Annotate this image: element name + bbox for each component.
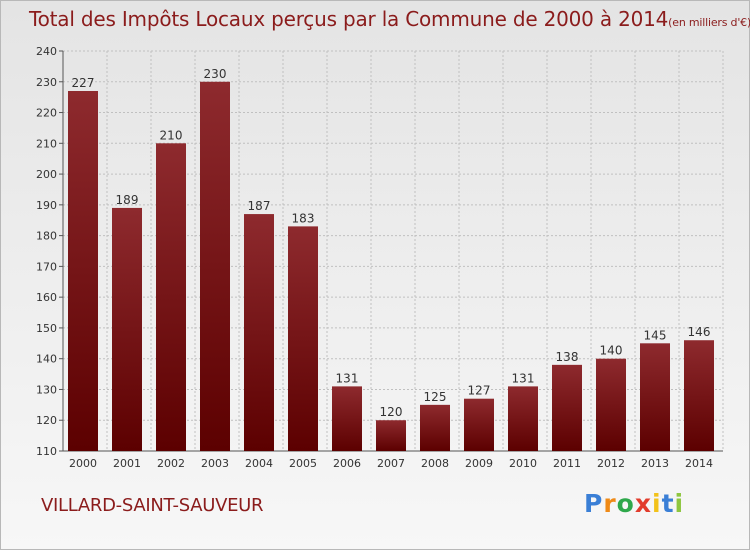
x-tick-label: 2005	[289, 457, 317, 470]
x-tick-label: 2001	[113, 457, 141, 470]
bar-value-label: 183	[292, 211, 315, 225]
bar-value-label: 189	[116, 193, 139, 207]
y-tick-label: 230	[36, 76, 57, 89]
x-tick-label: 2004	[245, 457, 273, 470]
x-tick-label: 2002	[157, 457, 185, 470]
bar-value-label: 131	[512, 371, 535, 385]
x-tick-label: 2014	[685, 457, 713, 470]
bar-2000	[68, 91, 98, 451]
title-unit: (en milliers d'€)	[668, 16, 750, 29]
bar-value-label: 146	[688, 325, 711, 339]
x-tick-label: 2000	[69, 457, 97, 470]
y-tick-label: 130	[36, 383, 57, 396]
title-text: Total des Impôts Locaux perçus par la Co…	[29, 7, 669, 31]
bar-value-label: 230	[204, 67, 227, 81]
y-tick-label: 220	[36, 107, 57, 120]
bar-value-label: 210	[160, 128, 183, 142]
y-tick-label: 150	[36, 322, 57, 335]
bar-value-label: 138	[556, 350, 579, 364]
y-tick-label: 240	[36, 45, 57, 58]
x-tick-label: 2009	[465, 457, 493, 470]
bar-value-label: 187	[248, 199, 271, 213]
bar-value-label: 125	[424, 390, 447, 404]
x-tick-label: 2011	[553, 457, 581, 470]
bar-2012	[596, 358, 626, 451]
bar-2002	[156, 143, 186, 452]
y-tick-label: 170	[36, 260, 57, 273]
bar-value-label: 131	[336, 371, 359, 385]
commune-name: VILLARD-SAINT-SAUVEUR	[41, 495, 264, 516]
bar-2005	[288, 226, 318, 451]
y-tick-label: 190	[36, 199, 57, 212]
bar-2008	[420, 404, 450, 451]
x-tick-label: 2003	[201, 457, 229, 470]
bar-value-label: 120	[380, 405, 403, 419]
bars: 227 189 210 230 187 183 131 120 125 127 131 138 140 1…	[68, 67, 714, 452]
x-tick-label: 2006	[333, 457, 361, 470]
bar-value-label: 145	[644, 328, 667, 342]
axes: 1101201301401501601701801902002102202302…	[36, 45, 723, 470]
y-tick-label: 110	[36, 445, 57, 458]
bar-value-label: 127	[468, 384, 491, 398]
x-tick-label: 2013	[641, 457, 669, 470]
x-tick-label: 2007	[377, 457, 405, 470]
y-tick-label: 210	[36, 137, 57, 150]
x-tick-label: 2010	[509, 457, 537, 470]
bar-2011	[552, 364, 582, 451]
chart-title: Total des Impôts Locaux perçus par la Co…	[29, 7, 750, 31]
y-tick-label: 180	[36, 230, 57, 243]
bar-2013	[640, 343, 670, 451]
bar-value-label: 140	[600, 344, 623, 358]
proxiti-logo[interactable]: Proxiti	[584, 489, 685, 518]
x-tick-label: 2012	[597, 457, 625, 470]
bar-2009	[464, 398, 494, 451]
y-tick-label: 160	[36, 291, 57, 304]
y-tick-label: 120	[36, 414, 57, 427]
y-tick-label: 140	[36, 353, 57, 366]
bar-2001	[112, 207, 142, 451]
bar-2007	[376, 420, 406, 451]
bar-2014	[684, 340, 714, 451]
bar-2010	[508, 386, 538, 451]
y-tick-label: 200	[36, 168, 57, 181]
bar-value-label: 227	[72, 76, 95, 90]
bar-2004	[244, 214, 274, 451]
bar-2006	[332, 386, 362, 451]
x-tick-label: 2008	[421, 457, 449, 470]
bar-2003	[200, 81, 230, 452]
